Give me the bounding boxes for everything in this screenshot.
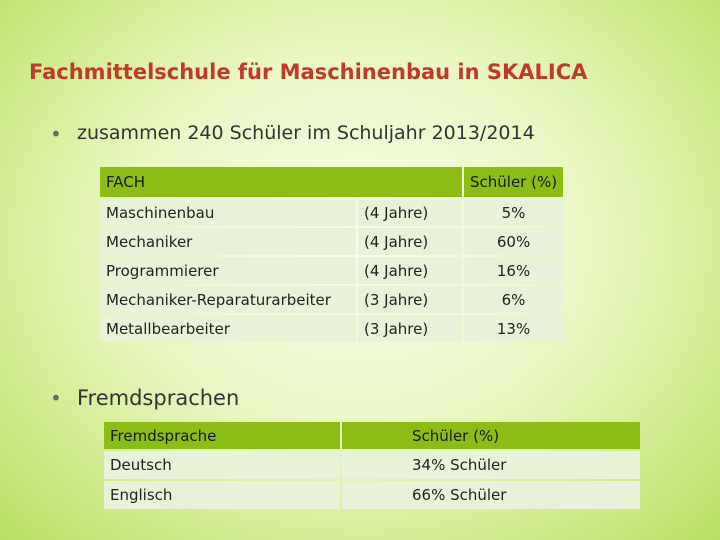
subjects-table: FACH Schüler (%) Maschinenbau (4 Jahre) … — [98, 165, 565, 344]
header-fach: FACH — [100, 167, 462, 197]
table-row: Mechaniker-Reparaturarbeiter (3 Jahre) 6… — [100, 286, 564, 313]
table-row: Englisch 66% Schüler — [104, 481, 640, 509]
cell-duration: (3 Jahre) — [358, 286, 462, 313]
cell-duration: (3 Jahre) — [358, 315, 462, 342]
table-row: Maschinenbau (4 Jahre) 5% — [100, 199, 564, 226]
cell-language: Deutsch — [104, 451, 340, 479]
cell-pct: 16% — [464, 257, 564, 284]
cell-duration: (4 Jahre) — [358, 199, 462, 226]
cell-duration: (4 Jahre) — [358, 228, 462, 255]
cell-pct: 34% Schüler — [342, 451, 640, 479]
bullet-text: Fremdsprachen — [77, 386, 240, 410]
cell-fach: Maschinenbau — [100, 199, 356, 226]
cell-pct: 66% Schüler — [342, 481, 640, 509]
table-row: Programmierer (4 Jahre) 16% — [100, 257, 564, 284]
table-row: Metallbearbeiter (3 Jahre) 13% — [100, 315, 564, 342]
cell-language: Englisch — [104, 481, 340, 509]
bullet-dot-icon: • — [50, 386, 62, 410]
languages-table: Fremdsprache Schüler (%) Deutsch 34% Sch… — [102, 420, 642, 511]
header-language: Fremdsprache — [104, 422, 340, 449]
cell-fach: Mechaniker-Reparaturarbeiter — [100, 286, 356, 313]
cell-pct: 60% — [464, 228, 564, 255]
cell-fach: Metallbearbeiter — [100, 315, 356, 342]
cell-fach: Programmierer — [100, 257, 356, 284]
header-students-pct: Schüler (%) — [464, 167, 564, 197]
table-header-row: FACH Schüler (%) — [100, 167, 564, 197]
cell-pct: 5% — [464, 199, 564, 226]
cell-duration: (4 Jahre) — [358, 257, 462, 284]
table-row: Deutsch 34% Schüler — [104, 451, 640, 479]
bullet-dot-icon: • — [50, 122, 62, 146]
cell-pct: 6% — [464, 286, 564, 313]
slide-title: Fachmittelschule für Maschinenbau in SKA… — [29, 60, 588, 84]
cell-pct: 13% — [464, 315, 564, 342]
bullet-text: zusammen 240 Schüler im Schuljahr 2013/2… — [77, 122, 535, 144]
table-header-row: Fremdsprache Schüler (%) — [104, 422, 640, 449]
table-row: Mechaniker (4 Jahre) 60% — [100, 228, 564, 255]
cell-fach: Mechaniker — [100, 228, 356, 255]
header-students-pct: Schüler (%) — [342, 422, 640, 449]
